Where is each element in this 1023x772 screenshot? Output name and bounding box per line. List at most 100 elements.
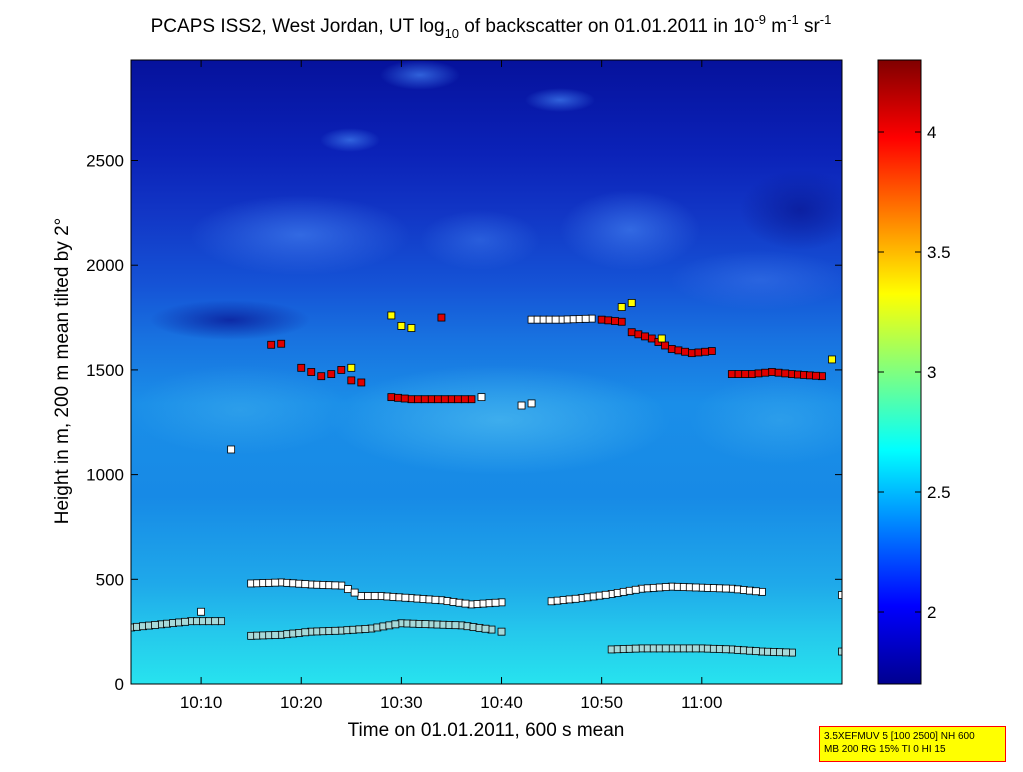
layer-marker: [361, 625, 370, 633]
x-axis-label: Time on 01.01.2011, 600 s mean: [348, 720, 625, 741]
layer-marker: [597, 315, 606, 324]
layer-marker: [267, 340, 276, 349]
layer-marker: [461, 599, 470, 608]
layer-marker: [667, 345, 676, 353]
layer-marker: [707, 347, 716, 355]
x-tick-label: 10:10: [180, 693, 223, 712]
layer-marker: [691, 583, 700, 592]
layer-marker: [701, 347, 710, 356]
layer-marker: [437, 313, 446, 322]
layer-marker: [397, 322, 406, 330]
layer-markers: [131, 298, 842, 657]
y-tick-label: 2000: [86, 256, 124, 275]
layer-marker: [460, 395, 469, 404]
layer-marker: [747, 370, 756, 378]
layer-marker: [211, 617, 220, 626]
layer-marker: [687, 349, 696, 358]
layer-marker: [344, 585, 352, 593]
layer-marker: [782, 648, 790, 657]
layer-marker: [812, 371, 820, 380]
layer-marker: [394, 393, 402, 402]
layer-marker: [301, 580, 310, 589]
layer-marker: [477, 393, 486, 402]
layer-cloud-top: [347, 298, 836, 372]
colorbar-tick-label: 3.5: [927, 243, 951, 262]
layer-marker: [768, 368, 776, 376]
layer-marker: [627, 298, 636, 307]
layer-aerosol-layer: [197, 314, 842, 616]
layer-marker: [617, 303, 626, 311]
layer-marker: [337, 366, 346, 374]
layer-marker: [454, 395, 463, 404]
colorbar-tick-label: 4: [927, 123, 936, 142]
layer-marker: [420, 395, 429, 404]
layer-marker: [357, 378, 366, 387]
layer-marker: [674, 346, 683, 355]
layer-marker: [307, 368, 316, 376]
layer-marker: [631, 585, 640, 594]
layer-marker: [407, 324, 416, 332]
layer-marker: [391, 620, 400, 629]
layer-marker: [227, 445, 236, 454]
layer-marker: [277, 339, 286, 348]
layer-marker: [317, 372, 326, 381]
layer-marker: [761, 368, 770, 377]
layer-marker: [721, 645, 730, 654]
layer-marker: [661, 644, 670, 653]
layer-marker: [527, 399, 536, 408]
y-tick-label: 500: [96, 570, 124, 589]
layer-marker: [271, 631, 280, 639]
layer-cloud-base: [267, 313, 826, 404]
layer-marker: [781, 369, 790, 378]
colorbar-ticks: 2 2.5 3 3.5 4: [878, 123, 951, 622]
layer-marker: [440, 395, 449, 404]
layer-marker: [601, 590, 610, 599]
layer-marker: [641, 332, 649, 341]
colorbar-tick-label: 2: [927, 603, 936, 622]
layer-marker: [661, 583, 670, 591]
layer-marker: [331, 626, 340, 635]
layer-marker: [151, 621, 159, 629]
layer-marker: [838, 647, 842, 656]
layer-marker: [421, 620, 430, 629]
layer-marker: [604, 316, 613, 325]
layer-marker: [451, 621, 460, 630]
info-box-line-2: MB 200 RG 15% TI 0 HI 15: [824, 744, 946, 755]
layer-marker: [400, 394, 409, 403]
plot-frame: [130, 59, 843, 685]
layer-marker: [754, 369, 763, 378]
layer-marker: [357, 592, 366, 600]
layer-marker: [751, 587, 760, 596]
layer-marker: [517, 401, 526, 410]
layer-marker: [627, 328, 636, 337]
layer-marker: [427, 395, 436, 404]
layer-marker: [691, 644, 700, 653]
layer-marker: [387, 311, 396, 320]
x-axis: 10:10 10:20 10:30 10:40 10:50 11:00: [180, 60, 722, 712]
layer-marker: [581, 314, 590, 323]
layer-marker: [741, 370, 750, 378]
layer-marker: [634, 330, 643, 339]
chart-title: PCAPS ISS2, West Jordan, UT log10 of bac…: [151, 12, 832, 41]
y-tick-label: 1500: [86, 361, 124, 380]
y-tick-label: 2500: [86, 152, 124, 171]
layer-marker: [497, 627, 506, 636]
layer-marker: [734, 370, 743, 378]
layer-marker: [434, 395, 442, 404]
colorbar: [877, 59, 922, 685]
layer-marker: [631, 644, 640, 653]
layer-marker: [774, 368, 783, 377]
layer-marker: [551, 315, 560, 324]
x-tick-label: 10:30: [380, 693, 423, 712]
x-tick-label: 10:20: [280, 693, 323, 712]
layer-marker: [647, 334, 656, 343]
layer-marker: [727, 370, 736, 378]
layer-marker: [414, 395, 422, 404]
layer-marker: [721, 584, 730, 593]
layer-marker: [481, 624, 490, 633]
x-tick-label: 10:50: [580, 693, 623, 712]
layer-marker: [347, 363, 356, 372]
layer-marker: [197, 607, 205, 616]
layer-marker: [467, 395, 476, 404]
